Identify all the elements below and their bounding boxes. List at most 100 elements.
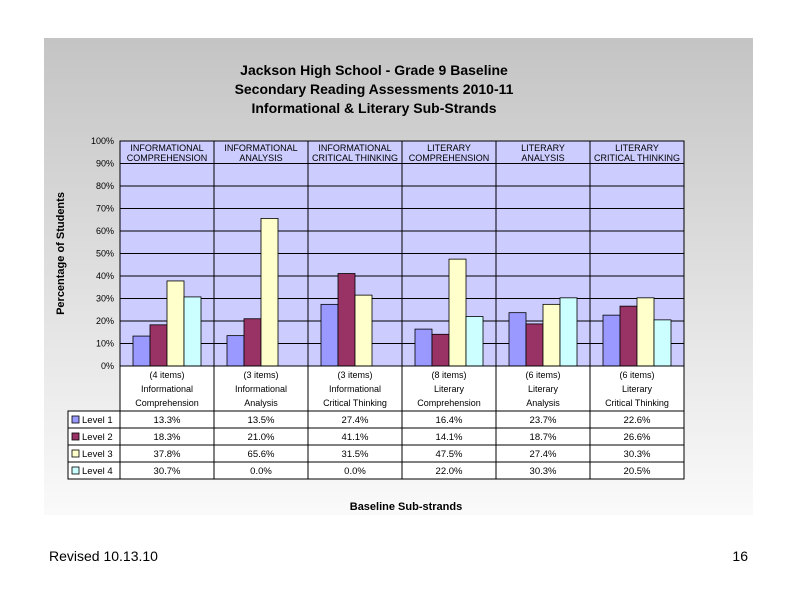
panel-label-line: CRITICAL THINKING (312, 153, 398, 163)
data-label-level-1-cat-6: 22.6% (624, 415, 651, 426)
data-label-level-4-cat-5: 30.3% (530, 466, 557, 477)
chart-panel: Jackson High School - Grade 9 Baseline Se… (44, 38, 753, 515)
legend-key-level-4 (71, 466, 80, 475)
panel-label-line: COMPREHENSION (127, 153, 208, 163)
x-category-label-1-line-1: (4 items) (149, 370, 184, 380)
legend-key-level-1 (71, 415, 80, 424)
panel-label-line: LITERARY (615, 143, 659, 153)
y-tick-label-40: 40% (96, 271, 114, 281)
bar-level-4-cat-6 (653, 319, 672, 367)
data-label-level-3-cat-6: 30.3% (624, 449, 651, 460)
bar-level-1-cat-2 (226, 335, 245, 367)
x-category-label-1-line-2: Informational (141, 384, 193, 394)
data-label-level-4-cat-4: 22.0% (436, 466, 463, 477)
x-category-label-5-line-2: Literary (528, 384, 559, 394)
data-label-level-4-cat-3: 0.0% (344, 466, 366, 477)
bar-level-1-cat-6 (602, 314, 621, 367)
table-row-4 (67, 461, 685, 480)
data-label-level-1-cat-3: 27.4% (342, 415, 369, 426)
data-label-level-2-cat-2: 21.0% (248, 432, 275, 443)
x-category-label-3-line-3: Critical Thinking (323, 398, 387, 408)
legend-label-level-2: Level 2 (82, 432, 113, 443)
data-label-level-3-cat-3: 31.5% (342, 449, 369, 460)
legend-label-level-1: Level 1 (82, 415, 113, 426)
y-tick-label-90: 90% (96, 159, 114, 169)
chart-title-line-1: Jackson High School - Grade 9 Baseline (240, 62, 508, 78)
panel-label-line: ANALYSIS (521, 153, 564, 163)
x-category-label-4-line-1: (8 items) (431, 370, 466, 380)
x-category-label-2-line-2: Informational (235, 384, 287, 394)
x-category-label-2-line-1: (3 items) (243, 370, 278, 380)
x-category-label-2-line-3: Analysis (244, 398, 278, 408)
data-label-level-4-cat-2: 0.0% (250, 466, 272, 477)
panel-label-line: INFORMATIONAL (224, 143, 297, 153)
x-category-label-3-line-1: (3 items) (337, 370, 372, 380)
legend-key-level-3 (71, 449, 80, 458)
data-label-level-4-cat-1: 30.7% (154, 466, 181, 477)
data-label-level-3-cat-5: 27.4% (530, 449, 557, 460)
bar-level-2-cat-2 (243, 318, 262, 367)
bar-level-1-cat-3 (320, 303, 339, 367)
panel-label-line: LITERARY (521, 143, 565, 153)
bar-level-2-cat-5 (525, 323, 544, 367)
x-category-label-1-line-3: Comprehension (135, 398, 199, 408)
x-category-label-5-line-1: (6 items) (525, 370, 560, 380)
x-category-label-6-line-3: Critical Thinking (605, 398, 669, 408)
page-number: 16 (732, 548, 748, 564)
y-tick-label-30: 30% (96, 294, 114, 304)
y-tick-label-10: 10% (96, 339, 114, 349)
y-axis-label: Percentage of Students (55, 192, 67, 315)
data-label-level-4-cat-6: 20.5% (624, 466, 651, 477)
bar-level-3-cat-3 (354, 294, 373, 367)
bar-level-3-cat-4 (448, 258, 467, 367)
x-category-label-3-line-2: Informational (329, 384, 381, 394)
chart-title-line-3: Informational & Literary Sub-Strands (251, 100, 496, 116)
y-tick-label-80: 80% (96, 181, 114, 191)
data-label-level-1-cat-2: 13.5% (248, 415, 275, 426)
data-label-level-1-cat-1: 13.3% (154, 415, 181, 426)
x-category-label-6-line-2: Literary (622, 384, 653, 394)
bar-chart: Jackson High School - Grade 9 Baseline Se… (55, 62, 685, 513)
panel-label-line: INFORMATIONAL (130, 143, 203, 153)
bar-level-3-cat-6 (636, 297, 655, 367)
data-label-level-2-cat-6: 26.6% (624, 432, 651, 443)
panel-label-line: COMPREHENSION (409, 153, 490, 163)
data-label-level-3-cat-1: 37.8% (154, 449, 181, 460)
x-category-label-6-line-1: (6 items) (619, 370, 654, 380)
panel-label-line: LITERARY (427, 143, 471, 153)
panel-label-line: INFORMATIONAL (318, 143, 391, 153)
bar-level-3-cat-5 (542, 303, 561, 367)
bar-level-4-cat-5 (559, 297, 578, 367)
legend-label-level-4: Level 4 (82, 466, 113, 477)
bar-level-1-cat-5 (508, 312, 527, 367)
chart-title-line-2: Secondary Reading Assessments 2010-11 (235, 81, 514, 97)
bar-level-2-cat-4 (431, 333, 450, 367)
data-label-level-1-cat-5: 23.7% (530, 415, 557, 426)
legend-label-level-3: Level 3 (82, 449, 113, 460)
data-label-level-2-cat-4: 14.1% (436, 432, 463, 443)
data-label-level-3-cat-4: 47.5% (436, 449, 463, 460)
panel-label-line: ANALYSIS (239, 153, 282, 163)
x-axis-label: Baseline Sub-strands (350, 501, 462, 513)
bar-level-3-cat-2 (260, 217, 279, 367)
bar-level-3-cat-1 (166, 280, 185, 367)
bar-level-4-cat-4 (465, 316, 484, 367)
x-category-label-4-line-3: Comprehension (417, 398, 481, 408)
bar-level-1-cat-1 (132, 335, 151, 367)
data-label-level-2-cat-1: 18.3% (154, 432, 181, 443)
y-tick-label-50: 50% (96, 249, 114, 259)
x-category-label-4-line-2: Literary (434, 384, 465, 394)
bar-level-2-cat-1 (149, 324, 168, 367)
data-label-level-2-cat-5: 18.7% (530, 432, 557, 443)
x-category-label-5-line-3: Analysis (526, 398, 560, 408)
bar-level-2-cat-3 (337, 273, 356, 367)
y-tick-label-100: 100% (91, 136, 114, 146)
data-label-level-2-cat-3: 41.1% (342, 432, 369, 443)
bar-level-1-cat-4 (414, 328, 433, 367)
data-label-level-1-cat-4: 16.4% (436, 415, 463, 426)
